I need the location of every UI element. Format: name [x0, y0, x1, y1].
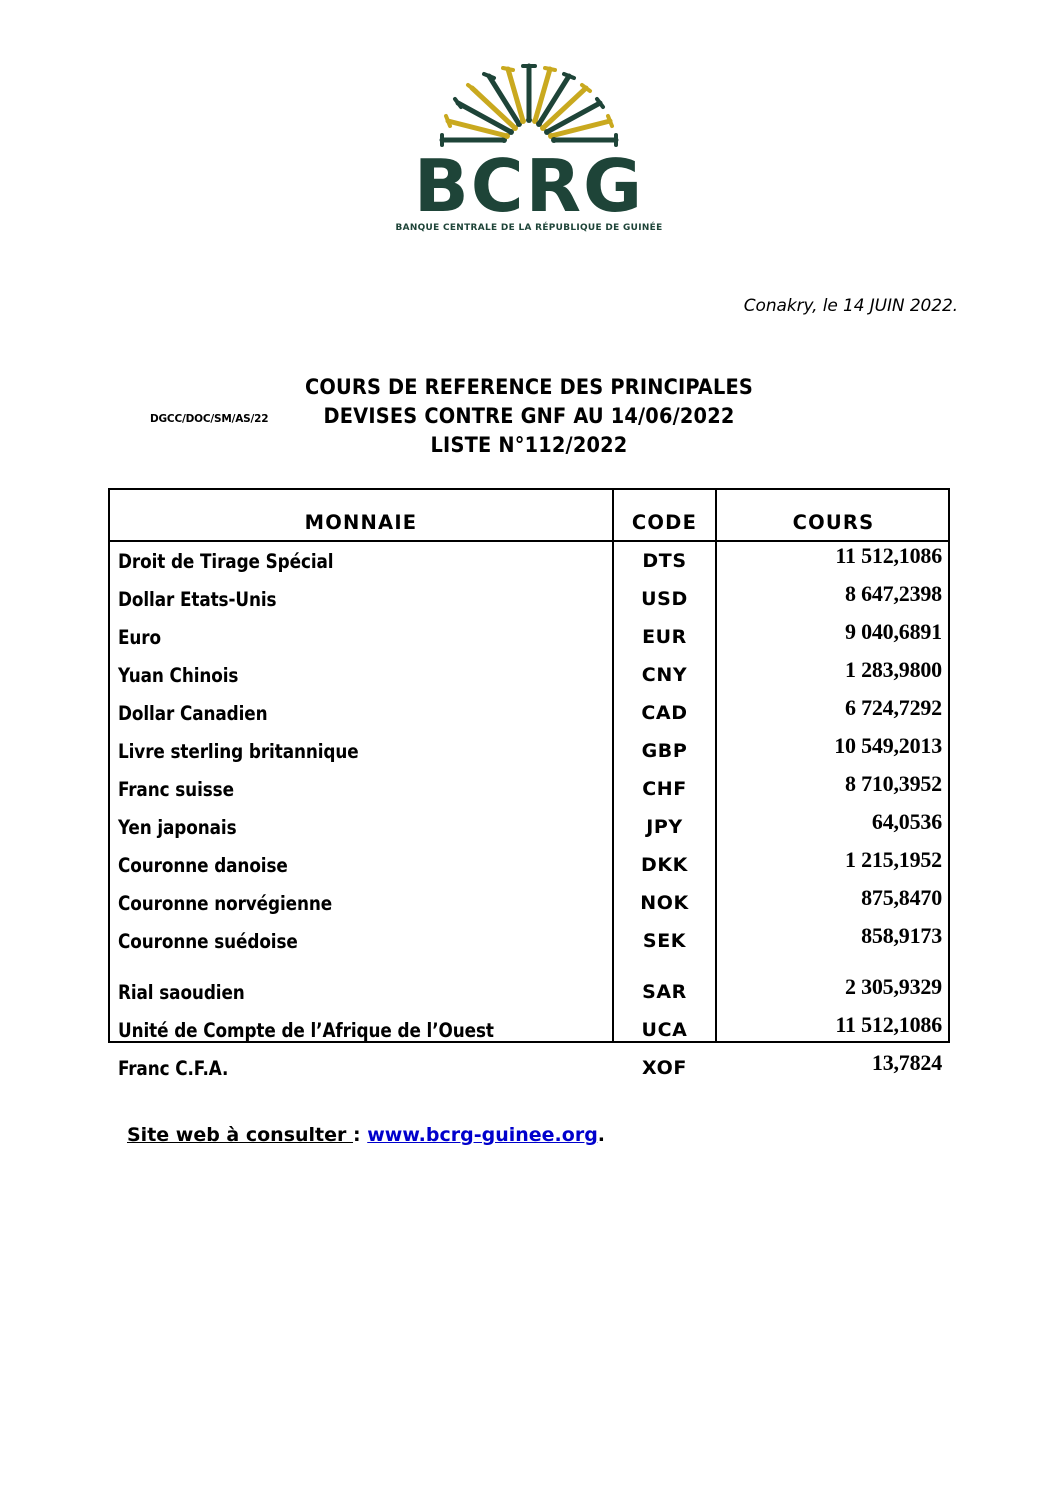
column-separator-1 [612, 490, 614, 1041]
table-row: Euro EUR 9 040,6891 [110, 618, 948, 656]
website-footer: Site web à consulter : www.bcrg-guinee.o… [127, 1124, 605, 1146]
cell-code: CAD [641, 702, 688, 724]
header-rule [110, 540, 948, 542]
cell-monnaie: Dollar Etats-Unis [118, 587, 277, 611]
cell-code: NOK [640, 892, 689, 914]
cell-monnaie: Couronne suédoise [118, 929, 298, 953]
table-row: Unité de Compte de l’Afrique de l’Ouest U… [110, 1011, 948, 1049]
title-line-3: LISTE N°112/2022 [430, 433, 628, 458]
table-row: Yen japonais JPY 64,0536 [110, 808, 948, 846]
website-link[interactable]: www.bcrg-guinee.org [367, 1124, 598, 1146]
cell-cours: 8 647,2398 [844, 581, 942, 606]
table-row: Couronne danoise DKK 1 215,1952 [110, 846, 948, 884]
title-line-2: DEVISES CONTRE GNF AU 14/06/2022 [323, 404, 735, 429]
cell-monnaie: Dollar Canadien [118, 701, 268, 725]
cell-monnaie: Droit de Tirage Spécial [118, 549, 334, 573]
cell-code: SEK [642, 930, 687, 952]
column-header-monnaie: MONNAIE [304, 511, 418, 534]
cell-code: UCA [641, 1019, 688, 1041]
cell-code: DKK [640, 854, 689, 876]
cell-code: SAR [642, 981, 687, 1003]
table-body: Droit de Tirage Spécial DTS 11 512,1086 Dol… [110, 542, 948, 1080]
cell-monnaie: Couronne norvégienne [118, 891, 333, 915]
table-row: Livre sterling britannique GBP 10 549,2013 [110, 732, 948, 770]
bcrg-sunburst-icon [439, 63, 619, 147]
cell-cours: 11 512,1086 [835, 1012, 942, 1037]
table-row: Couronne norvégienne NOK 875,8470 [110, 884, 948, 922]
table-row: Droit de Tirage Spécial DTS 11 512,1086 [110, 542, 948, 580]
cell-monnaie: Yen japonais [118, 815, 237, 839]
cell-cours: 11 512,1086 [835, 543, 942, 568]
cell-monnaie: Rial saoudien [118, 980, 245, 1004]
cell-code: XOF [642, 1057, 687, 1079]
cell-cours: 13,7824 [871, 1050, 942, 1075]
cell-code: JPY [646, 816, 683, 838]
logo-wordmark: BCRG [413, 144, 645, 228]
cell-code: DTS [642, 550, 687, 572]
cell-monnaie: Euro [118, 625, 162, 649]
table-row: Rial saoudien SAR 2 305,9329 [110, 973, 948, 1011]
cell-cours: 875,8470 [861, 885, 942, 910]
exchange-rate-table: MONNAIE CODE COURS Droit de Tirage Spéci… [108, 488, 950, 1080]
column-header-cours: COURS [792, 511, 875, 534]
website-footer-label: Site web à consulter [127, 1124, 354, 1146]
column-header-code: CODE [631, 511, 698, 534]
cell-cours: 64,0536 [871, 809, 942, 834]
bcrg-logo: BCRG BANQUE CENTRALE DE LA RÉPUBLIQUE DE… [0, 56, 1058, 233]
page-title: COURS DE REFERENCE DES PRINCIPALES DEVIS… [109, 373, 949, 460]
table-row: Dollar Canadien CAD 6 724,7292 [110, 694, 948, 732]
cell-cours: 10 549,2013 [834, 733, 942, 758]
logo-subtitle: BANQUE CENTRALE DE LA RÉPUBLIQUE DE GUIN… [395, 222, 663, 234]
cell-cours: 8 710,3952 [844, 771, 942, 796]
cell-cours: 2 305,9329 [844, 974, 942, 999]
table-row: Dollar Etats-Unis USD 8 647,2398 [110, 580, 948, 618]
title-line-1: COURS DE REFERENCE DES PRINCIPALES [304, 375, 754, 400]
cell-code: GBP [641, 740, 688, 762]
cell-monnaie: Unité de Compte de l’Afrique de l’Ouest [118, 1018, 494, 1042]
document-reference: DGCC/DOC/SM/AS/22 [150, 413, 269, 425]
cell-monnaie: Franc C.F.A. [118, 1056, 229, 1080]
cell-cours: 1 215,1952 [844, 847, 942, 872]
cell-monnaie: Franc suisse [118, 777, 234, 801]
cell-cours: 858,9173 [861, 923, 942, 948]
cell-cours: 1 283,9800 [844, 657, 942, 682]
cell-code: USD [641, 588, 688, 610]
table-row: Yuan Chinois CNY 1 283,9800 [110, 656, 948, 694]
cell-code: CNY [641, 664, 688, 686]
website-footer-colon: : [353, 1124, 368, 1146]
cell-monnaie: Livre sterling britannique [118, 739, 359, 763]
website-footer-period: . [597, 1124, 606, 1146]
cell-code: EUR [642, 626, 687, 648]
cell-code: CHF [642, 778, 687, 800]
date-line: Conakry, le 14 JUIN 2022. [743, 296, 958, 316]
table-header-row: MONNAIE CODE COURS [110, 490, 948, 540]
cell-monnaie: Couronne danoise [118, 853, 288, 877]
cell-monnaie: Yuan Chinois [118, 663, 239, 687]
column-separator-2 [715, 490, 717, 1041]
cell-cours: 9 040,6891 [844, 619, 942, 644]
cell-cours: 6 724,7292 [844, 695, 942, 720]
table-row: Franc suisse CHF 8 710,3952 [110, 770, 948, 808]
table-row: Couronne suédoise SEK 858,9173 [110, 922, 948, 960]
table-row: Franc C.F.A. XOF 13,7824 [110, 1049, 948, 1087]
